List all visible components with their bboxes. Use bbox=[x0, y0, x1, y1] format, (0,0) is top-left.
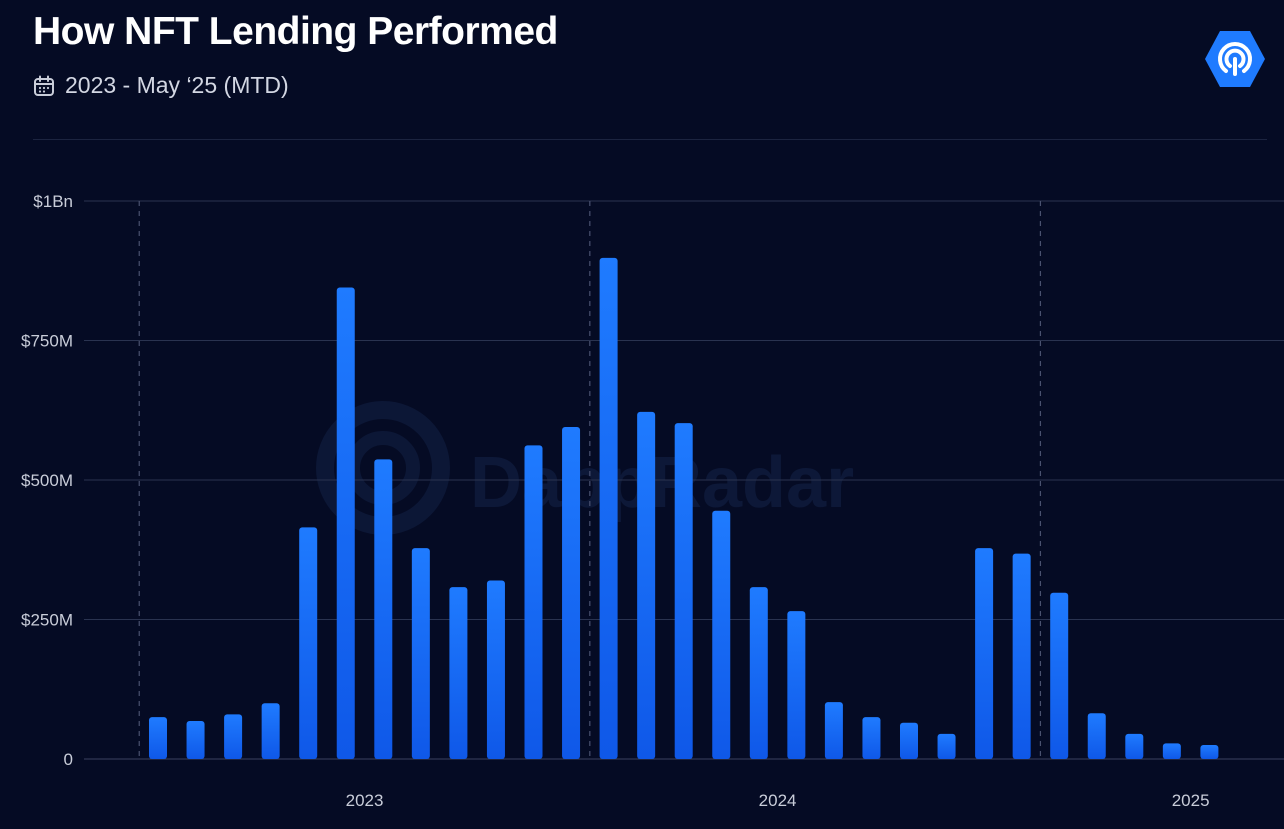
bar bbox=[1200, 745, 1219, 759]
bar bbox=[1012, 553, 1031, 759]
bar bbox=[712, 510, 731, 759]
bar bbox=[862, 717, 881, 759]
bar bbox=[674, 423, 693, 759]
bar bbox=[1087, 713, 1106, 759]
bar bbox=[1125, 733, 1144, 759]
bar bbox=[637, 411, 656, 759]
bar bbox=[1050, 592, 1069, 759]
bar bbox=[411, 548, 430, 759]
bar bbox=[524, 445, 543, 759]
y-tick-label: 0 bbox=[64, 750, 73, 769]
bar bbox=[486, 580, 505, 759]
header-divider bbox=[33, 139, 1267, 140]
y-tick-label: $750M bbox=[21, 332, 73, 351]
bar bbox=[261, 703, 280, 759]
y-tick-label: $1Bn bbox=[33, 192, 73, 211]
bar bbox=[149, 717, 167, 759]
x-tick-label: 2024 bbox=[759, 791, 797, 810]
bar bbox=[824, 702, 843, 759]
bar bbox=[749, 587, 768, 759]
bar bbox=[900, 722, 918, 759]
chart-title: How NFT Lending Performed bbox=[33, 10, 558, 53]
x-tick-label: 2025 bbox=[1172, 791, 1210, 810]
dappradar-logo-icon bbox=[1204, 29, 1266, 89]
y-tick-label: $500M bbox=[21, 471, 73, 490]
bar bbox=[787, 611, 806, 759]
y-tick-label: $250M bbox=[21, 611, 73, 630]
bar bbox=[186, 721, 205, 759]
calendar-icon bbox=[33, 75, 55, 97]
bar bbox=[937, 733, 956, 759]
bar bbox=[374, 459, 393, 759]
bar bbox=[562, 426, 581, 759]
watermark: DappRadar bbox=[316, 401, 854, 535]
bar bbox=[336, 287, 355, 759]
period-label: 2023 - May ‘25 (MTD) bbox=[65, 72, 289, 98]
bar bbox=[224, 714, 243, 759]
bar bbox=[975, 548, 994, 759]
period-row: 2023 - May ‘25 (MTD) bbox=[33, 72, 289, 99]
bar bbox=[1162, 743, 1181, 759]
x-tick-label: 2023 bbox=[346, 791, 384, 810]
bar bbox=[299, 527, 318, 759]
bar bbox=[599, 257, 618, 759]
bar bbox=[449, 587, 468, 759]
